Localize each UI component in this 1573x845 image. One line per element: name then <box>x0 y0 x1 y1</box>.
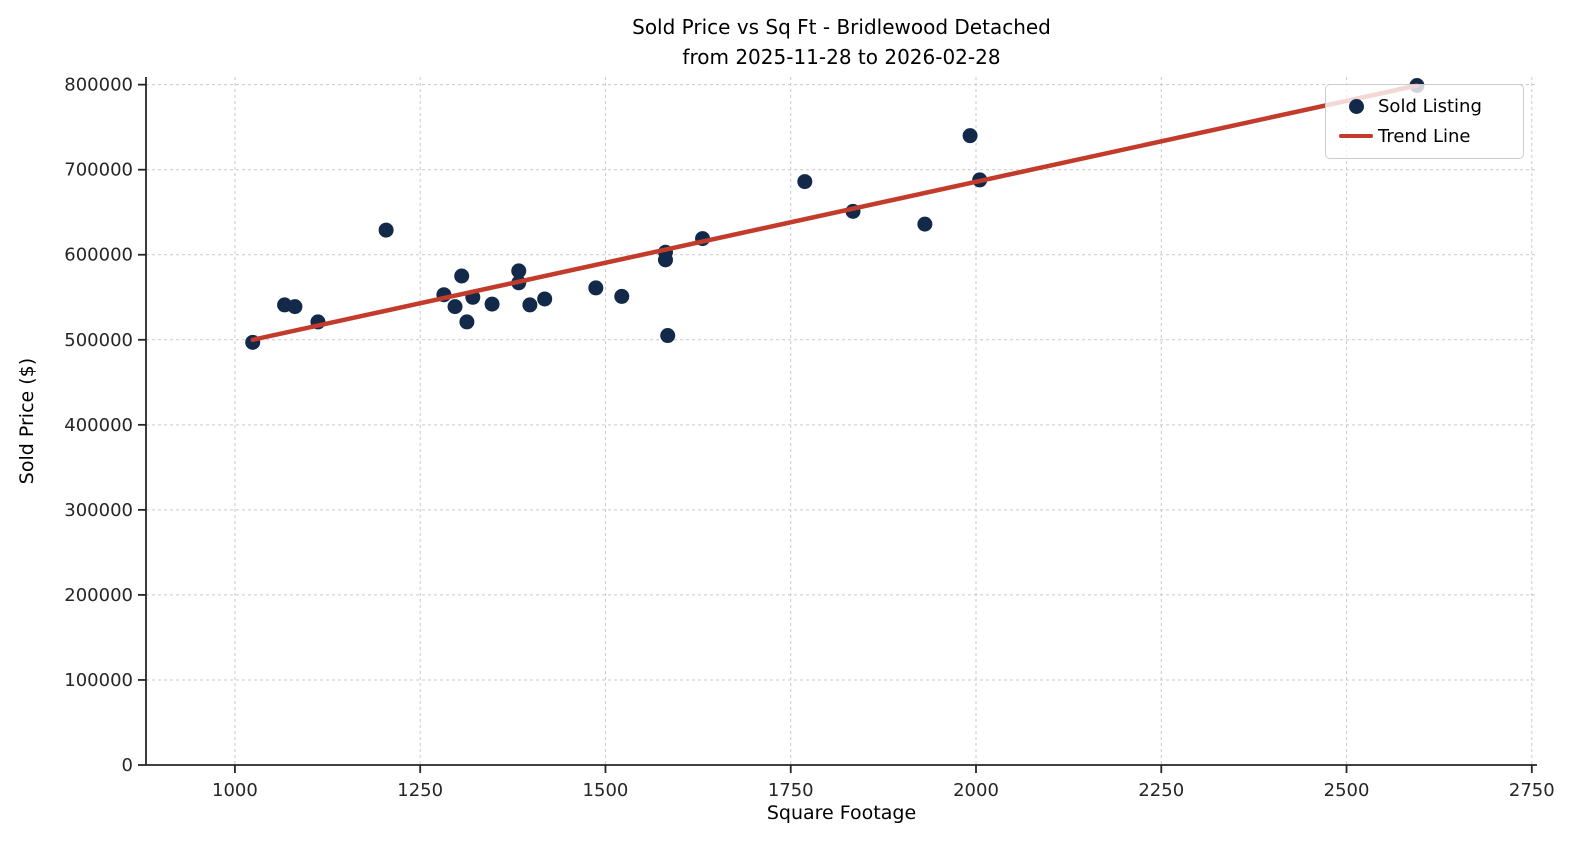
sold-listing-dot-icon <box>1348 98 1364 114</box>
y-tick-label: 200000 <box>64 585 133 606</box>
y-tick-label: 300000 <box>64 500 133 521</box>
chart-title: Sold Price vs Sq Ft - Bridlewood Detache… <box>146 12 1537 72</box>
scatter-point <box>447 299 463 315</box>
y-axis-label: Sold Price ($) <box>16 357 38 485</box>
y-tick-label: 0 <box>122 755 133 776</box>
y-tick-label: 800000 <box>64 75 133 96</box>
scatter-point <box>614 288 630 304</box>
x-tick-label: 2250 <box>1138 780 1184 801</box>
scatter-point <box>459 314 475 330</box>
legend-marker-cell <box>1334 98 1378 114</box>
scatter-point <box>797 174 813 190</box>
y-tick-label: 600000 <box>64 245 133 266</box>
y-tick-label: 400000 <box>64 415 133 436</box>
x-tick-label: 2750 <box>1509 780 1555 801</box>
y-tick-label: 100000 <box>64 670 133 691</box>
legend-item-sold-listing: Sold Listing <box>1334 91 1513 121</box>
scatter-point <box>660 328 676 344</box>
legend-item-trend-line: Trend Line <box>1334 121 1513 151</box>
chart-title-line2: from 2025-11-28 to 2026-02-28 <box>682 45 1001 69</box>
scatter-point <box>962 128 978 144</box>
scatter-point <box>522 297 538 313</box>
legend: Sold Listing Trend Line <box>1325 84 1524 159</box>
x-tick-label: 2500 <box>1324 780 1370 801</box>
scatter-point <box>917 216 933 232</box>
scatter-point <box>511 263 527 279</box>
chart-title-line1: Sold Price vs Sq Ft - Bridlewood Detache… <box>632 15 1051 39</box>
x-tick-label: 1250 <box>397 780 443 801</box>
scatter-point <box>378 222 394 238</box>
legend-label-sold-listing: Sold Listing <box>1378 95 1482 117</box>
x-tick-label: 1500 <box>583 780 629 801</box>
legend-marker-cell <box>1334 134 1378 138</box>
x-axis-label: Square Footage <box>766 802 917 824</box>
scatter-point <box>588 280 604 296</box>
scatter-point <box>287 299 303 315</box>
scatter-point <box>454 268 470 284</box>
legend-label-trend-line: Trend Line <box>1378 125 1471 147</box>
x-tick-label: 1000 <box>212 780 258 801</box>
scatter-point <box>537 291 553 307</box>
scatter-point <box>657 252 673 268</box>
x-tick-label: 2000 <box>953 780 999 801</box>
trend-line <box>250 83 1420 343</box>
scatter-point <box>484 296 500 312</box>
x-tick-label: 1750 <box>768 780 814 801</box>
y-tick-label: 700000 <box>64 160 133 181</box>
y-tick-label: 500000 <box>64 330 133 351</box>
trend-line-icon <box>1339 134 1373 138</box>
